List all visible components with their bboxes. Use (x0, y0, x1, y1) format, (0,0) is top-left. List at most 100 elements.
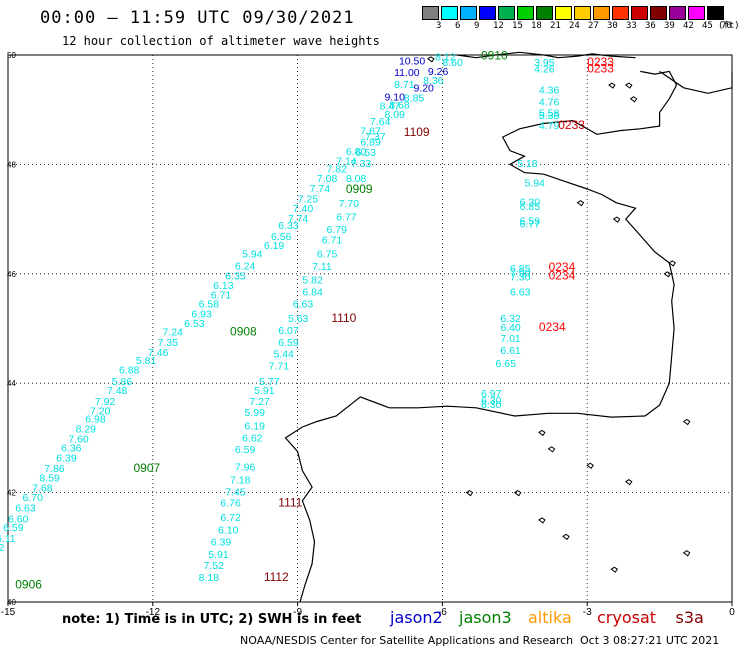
legend-label: 9 (474, 21, 480, 31)
wave-height-label: 6.11 (0, 533, 16, 545)
island-outline (465, 489, 474, 497)
time-label: 0234 (539, 320, 566, 334)
wave-height-label: 5.77 (259, 376, 280, 388)
wave-height-label: 5.81 (136, 355, 157, 367)
wave-height-label: 6.30 (481, 395, 502, 407)
satellite-jason2: jason2 (390, 608, 443, 627)
wave-height-label: 7.67 (360, 125, 381, 137)
lon-tick-label: 0 (729, 607, 735, 618)
lon-tick-label: -6 (438, 607, 447, 618)
coastline-france (501, 70, 678, 417)
wave-height-label: 8.60 (442, 57, 463, 69)
wave-height-label: 7.24 (162, 327, 183, 339)
legend-swatch (498, 6, 515, 20)
wave-height-label: 8.08 (346, 173, 367, 185)
wave-height-label: 6.56 (271, 231, 292, 243)
wave-height-label: 4.76 (539, 96, 560, 108)
map-title: 00:00 – 11:59 UTC 09/30/2021 (40, 8, 355, 28)
wave-height-label: 4.26 (534, 64, 555, 76)
time-label: 0234 (549, 260, 576, 274)
wave-height-label: 7.68 (32, 483, 53, 495)
wave-height-label: 7.08 (317, 173, 338, 185)
wave-height-label: 5.99 (245, 407, 266, 419)
time-label: 0233 (587, 55, 614, 69)
wave-height-label: 7.82 (327, 164, 348, 176)
wave-height-label: 6.75 (317, 248, 338, 260)
wave-height-label: 6.77 (520, 218, 541, 230)
legend-swatch (688, 6, 705, 20)
wave-height-label: 7.35 (158, 337, 179, 349)
lat-tick-label: 40 (7, 598, 16, 607)
wave-height-label: 5.91 (254, 385, 275, 397)
wave-height-label: 6.63 (293, 299, 314, 311)
legend-swatch (517, 6, 534, 20)
legend-label: 18 (531, 21, 542, 31)
wave-height-label: 7.30 (510, 271, 531, 283)
legend-label: 12 (493, 21, 504, 31)
wave-height-label: 7.96 (235, 462, 256, 474)
legend-swatch (631, 6, 648, 20)
legend-label: 6 (455, 21, 461, 31)
wave-height-label: 8.59 (39, 473, 60, 485)
time-label: 1111 (278, 495, 302, 509)
wave-height-label: 7.01 (500, 333, 521, 345)
map-frame (7, 54, 733, 603)
wave-height-label: 6.53 (184, 318, 205, 330)
legend-swatch (555, 6, 572, 20)
wave-height-label: 5.12 (0, 542, 4, 554)
wave-height-label: 6.59 (3, 522, 24, 534)
time-label: 1112 (264, 570, 289, 584)
wave-height-label: 6.61 (500, 345, 521, 357)
wave-height-label: 6.63 (15, 503, 36, 515)
wave-height-label: 7.37 (365, 131, 386, 143)
wave-height-label: 7.25 (298, 194, 319, 206)
island-outline (513, 489, 522, 497)
legend-label: 21 (550, 21, 561, 31)
wave-height-label: 6.85 (510, 263, 531, 275)
wave-height-label: 6.30 (520, 196, 541, 208)
legend-label: 3 (436, 21, 442, 31)
legend-swatch (460, 6, 477, 20)
wave-height-label: 7.45 (225, 486, 246, 498)
legend-label: 45 (702, 21, 713, 31)
lat-tick-label: 42 (7, 489, 16, 498)
wave-height-label: 6.72 (220, 512, 241, 524)
map-subtitle: 12 hour collection of altimeter wave hei… (62, 34, 380, 48)
wave-height-label: 6.89 (360, 136, 381, 148)
wave-height-label: 7.48 (107, 385, 128, 397)
wave-height-label: 6.79 (327, 224, 348, 236)
wave-height-label: 6.35 (225, 270, 246, 282)
wave-height-label: 6.71 (211, 289, 232, 301)
legend-swatch (536, 6, 553, 20)
island-outline (629, 96, 638, 103)
wave-height-label: 3.95 (534, 57, 555, 69)
wave-height-label: 7.74 (310, 183, 331, 195)
legend-swatch (669, 6, 686, 20)
legend-swatch (612, 6, 629, 20)
legend-label: 36 (645, 21, 656, 31)
wave-height-label: 4.79 (539, 120, 560, 132)
wave-height-label: 6.60 (8, 514, 29, 526)
footer-note: note: 1) Time is in UTC; 2) SWH is in fe… (62, 612, 362, 627)
wave-height-label: 6.19 (264, 240, 285, 252)
wave-height-label: 6.30 (481, 399, 502, 411)
wave-height-label: 9.26 (428, 66, 449, 78)
wave-height-label: 5.94 (242, 248, 263, 260)
wave-height-label: 6.88 (119, 364, 140, 376)
island-outline (562, 533, 570, 541)
wave-height-label: 8.71 (394, 79, 415, 91)
legend-swatch (707, 6, 724, 20)
wave-height-label: 7.46 (148, 347, 169, 359)
coastline-normandy (659, 70, 733, 94)
lat-tick-label: 48 (7, 160, 16, 169)
island-outline (612, 216, 621, 223)
wave-height-label: 7.70 (339, 198, 360, 210)
legend-swatch (650, 6, 667, 20)
legend-label: 33 (626, 21, 637, 31)
time-label: 1110 (331, 311, 356, 325)
wave-height-label: 10.50 (399, 55, 425, 67)
wave-height-label: 5.58 (539, 107, 560, 119)
island-outline (682, 550, 691, 557)
lon-tick-label: -9 (293, 607, 302, 618)
